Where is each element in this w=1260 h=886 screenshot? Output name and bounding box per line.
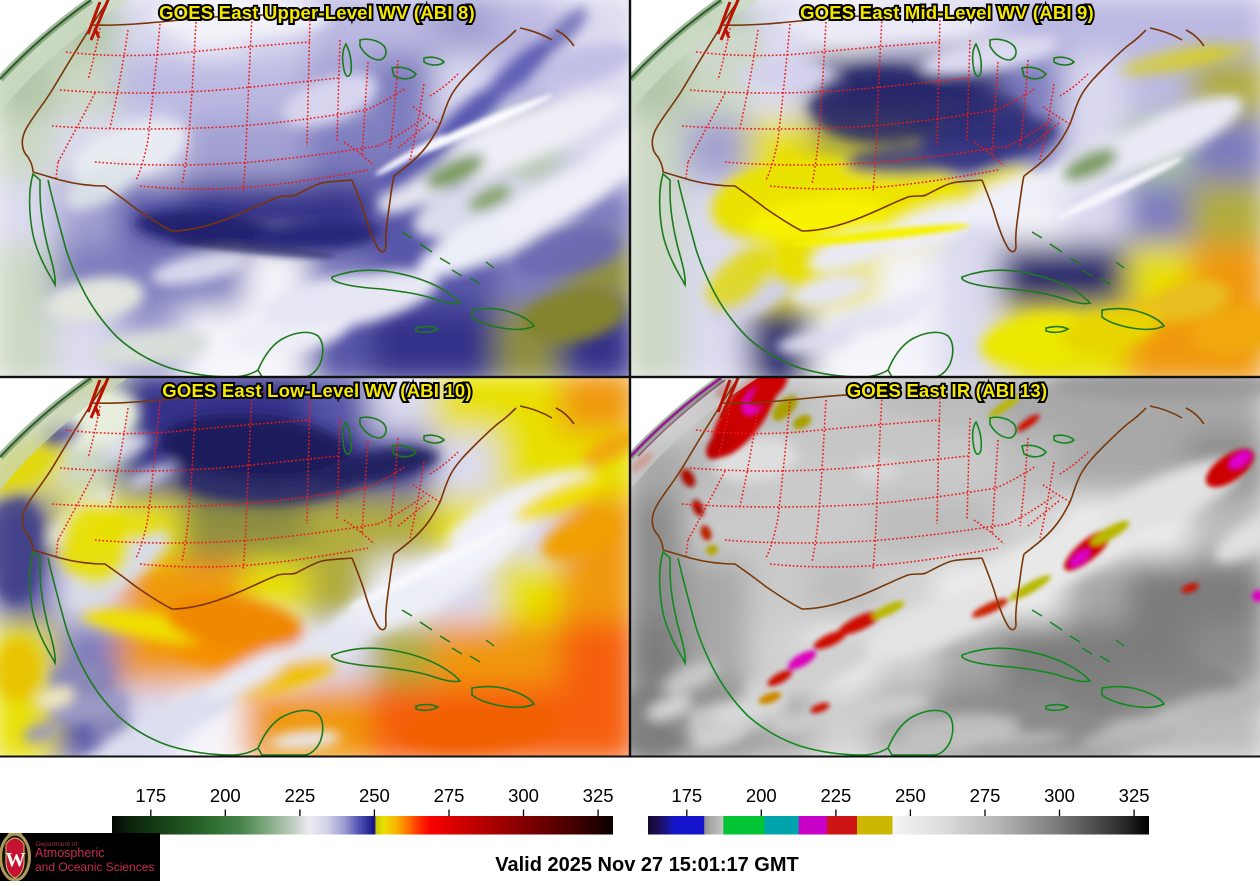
svg-text:Atmospheric: Atmospheric xyxy=(35,846,104,860)
svg-text:Department of: Department of xyxy=(36,841,77,848)
svg-text:200: 200 xyxy=(210,785,241,806)
svg-text:and Oceanic Sciences: and Oceanic Sciences xyxy=(35,860,154,874)
svg-text:200: 200 xyxy=(746,785,777,806)
svg-text:300: 300 xyxy=(508,785,539,806)
svg-text:275: 275 xyxy=(434,785,465,806)
svg-text:GOES East Low-Level WV (ABI 10: GOES East Low-Level WV (ABI 10) xyxy=(162,380,471,401)
svg-text:325: 325 xyxy=(1119,785,1150,806)
svg-text:275: 275 xyxy=(970,785,1001,806)
svg-text:W: W xyxy=(6,849,26,871)
svg-text:GOES East Upper-Level WV (ABI: GOES East Upper-Level WV (ABI 8) xyxy=(159,2,475,23)
svg-text:300: 300 xyxy=(1044,785,1075,806)
svg-text:225: 225 xyxy=(284,785,315,806)
svg-text:175: 175 xyxy=(671,785,702,806)
svg-text:250: 250 xyxy=(359,785,390,806)
svg-text:325: 325 xyxy=(583,785,614,806)
svg-text:Valid 2025 Nov 27 15:01:17 GMT: Valid 2025 Nov 27 15:01:17 GMT xyxy=(495,854,799,876)
svg-text:175: 175 xyxy=(135,785,166,806)
svg-text:GOES East IR (ABI 13): GOES East IR (ABI 13) xyxy=(847,380,1048,401)
svg-text:250: 250 xyxy=(895,785,926,806)
svg-text:225: 225 xyxy=(820,785,851,806)
svg-text:GOES East Mid-Level WV (ABI 9): GOES East Mid-Level WV (ABI 9) xyxy=(800,2,1094,23)
